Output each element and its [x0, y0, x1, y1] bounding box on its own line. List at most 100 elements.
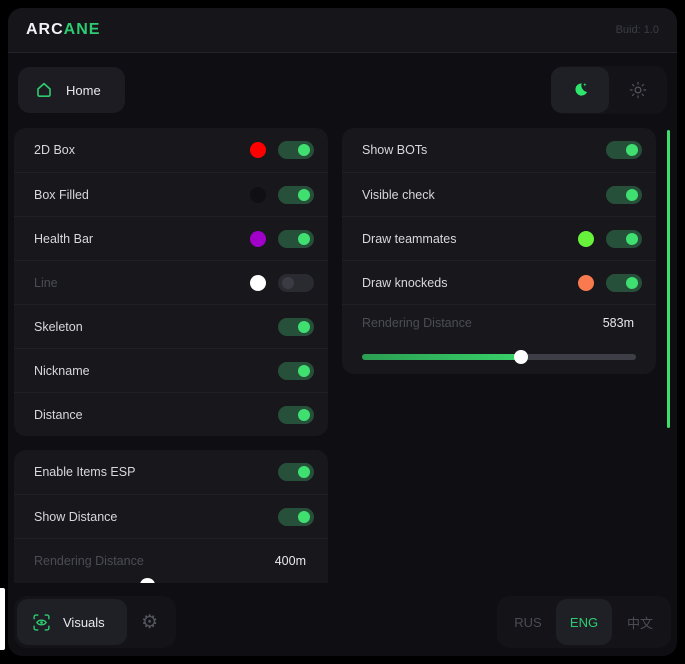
- setting-label: Visible check: [362, 187, 435, 202]
- setting-row-distance: Distance: [14, 392, 328, 436]
- lang-rus-button[interactable]: RUS: [514, 614, 542, 630]
- toggle-knob: [298, 466, 310, 478]
- toggle-switch[interactable]: [278, 317, 314, 336]
- setting-label: Draw knockeds: [362, 275, 448, 290]
- toggle-switch[interactable]: [278, 463, 314, 481]
- toggle-knob: [298, 510, 310, 523]
- setting-row-draw-knockeds: Draw knockeds: [342, 260, 656, 304]
- setting-label: Enable Items ESP: [34, 465, 136, 479]
- build-label: Buid: 1.0: [615, 24, 659, 36]
- setting-row-show-bots: Show BOTs: [342, 128, 656, 172]
- home-tab[interactable]: Home: [18, 67, 125, 113]
- setting-label: 2D Box: [34, 143, 75, 157]
- settings-viewport: 2D Box Box Filled He: [14, 128, 671, 583]
- scrollbar[interactable]: [667, 130, 670, 428]
- slider-track[interactable]: [362, 350, 636, 364]
- setting-row-show-distance: Show Distance: [14, 494, 328, 538]
- language-group: RUS ENG 中文: [497, 596, 671, 648]
- bots-panel: Show BOTs Visible check Draw teammates: [342, 128, 656, 374]
- setting-label: Show Distance: [34, 509, 118, 524]
- right-column: Show BOTs Visible check Draw teammates: [342, 128, 656, 374]
- nav-bar: Home: [18, 66, 667, 114]
- toggle-switch[interactable]: [606, 273, 642, 292]
- color-swatch[interactable]: [250, 274, 266, 291]
- setting-row-enable-items-esp: Enable Items ESP: [14, 450, 328, 494]
- color-swatch[interactable]: [250, 142, 266, 158]
- title-bar: ARCANE Buid: 1.0: [8, 8, 677, 53]
- toggle-switch[interactable]: [278, 141, 314, 159]
- theme-toggle-group: [551, 66, 667, 114]
- toggle-knob: [626, 232, 638, 245]
- toggle-knob: [626, 276, 638, 289]
- toggle-knob: [626, 144, 638, 156]
- slider-fill: [362, 354, 521, 360]
- setting-label: Show BOTs: [362, 143, 428, 157]
- logo-accent: ANE: [63, 21, 101, 38]
- player-esp-panel: 2D Box Box Filled He: [14, 128, 328, 436]
- toggle-switch[interactable]: [606, 141, 642, 159]
- toggle-knob: [298, 232, 310, 245]
- items-esp-panel: Enable Items ESP Show Distance Rendering…: [14, 450, 328, 583]
- rendering-distance-row: Rendering Distance 400m: [14, 538, 328, 582]
- moon-icon: [571, 81, 589, 99]
- category-group: Visuals ⚙: [14, 596, 176, 648]
- settings-button[interactable]: ⚙: [127, 599, 173, 645]
- visuals-tab[interactable]: Visuals: [17, 599, 127, 645]
- dark-mode-button[interactable]: [551, 67, 609, 113]
- slider-label: Rendering Distance: [34, 553, 144, 568]
- slider-handle[interactable]: [140, 578, 155, 583]
- lang-zh-button[interactable]: 中文: [626, 615, 653, 631]
- setting-label: Line: [34, 275, 58, 290]
- toggle-switch[interactable]: [606, 229, 642, 248]
- home-icon: [34, 80, 54, 100]
- app-logo: ARCANE: [26, 21, 100, 39]
- rendering-distance-row: Rendering Distance 583m: [342, 304, 656, 340]
- setting-row-health-bar: Health Bar: [14, 216, 328, 260]
- toggle-switch[interactable]: [606, 185, 642, 204]
- color-swatch[interactable]: [578, 274, 594, 291]
- logo-primary: ARC: [26, 21, 64, 38]
- setting-label: Health Bar: [34, 231, 94, 246]
- left-column: 2D Box Box Filled He: [14, 128, 328, 583]
- slider-label: Rendering Distance: [362, 315, 472, 330]
- slider-value: 583m: [602, 315, 634, 330]
- color-swatch[interactable]: [250, 186, 266, 203]
- footer-bar: Visuals ⚙ RUS ENG 中文: [14, 596, 671, 648]
- setting-row-nickname: Nickname: [14, 348, 328, 392]
- color-swatch[interactable]: [250, 230, 266, 247]
- desktop-edge-sliver: [0, 588, 5, 650]
- toggle-knob: [298, 144, 310, 156]
- setting-label: Box Filled: [34, 187, 89, 202]
- toggle-knob: [298, 188, 310, 201]
- setting-row-2d-box: 2D Box: [14, 128, 328, 172]
- slider-handle[interactable]: [513, 350, 528, 364]
- toggle-knob: [298, 364, 310, 377]
- setting-label: Draw teammates: [362, 231, 457, 246]
- toggle-switch[interactable]: [278, 185, 314, 204]
- toggle-knob: [282, 276, 294, 289]
- slider-value: 400m: [274, 553, 306, 568]
- toggle-knob: [298, 320, 310, 333]
- setting-row-visible-check: Visible check: [342, 172, 656, 216]
- gear-icon: ⚙: [141, 611, 159, 633]
- setting-row-line: Line: [14, 260, 328, 304]
- toggle-switch[interactable]: [278, 273, 314, 292]
- setting-label: Skeleton: [34, 319, 83, 334]
- color-swatch[interactable]: [578, 230, 594, 247]
- setting-label: Nickname: [34, 363, 90, 378]
- setting-row-draw-teammates: Draw teammates: [342, 216, 656, 260]
- visuals-eye-icon: [32, 613, 51, 632]
- sun-icon: [629, 81, 647, 99]
- light-mode-button[interactable]: [609, 67, 667, 113]
- visuals-label: Visuals: [63, 614, 105, 630]
- toggle-switch[interactable]: [278, 405, 314, 424]
- toggle-knob: [626, 188, 638, 201]
- toggle-switch[interactable]: [278, 361, 314, 380]
- rendering-distance-slider[interactable]: [342, 340, 656, 374]
- setting-row-box-filled: Box Filled: [14, 172, 328, 216]
- setting-label: Distance: [34, 407, 83, 422]
- toggle-switch[interactable]: [278, 229, 314, 248]
- toggle-switch[interactable]: [278, 507, 314, 526]
- lang-eng-button[interactable]: ENG: [556, 599, 612, 645]
